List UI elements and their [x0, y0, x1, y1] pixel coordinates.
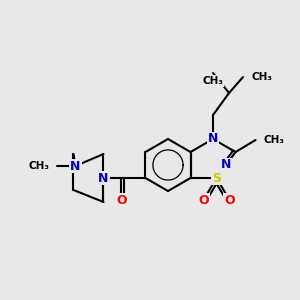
- Text: O: O: [224, 194, 235, 206]
- Text: N: N: [98, 172, 109, 184]
- Text: O: O: [198, 194, 209, 206]
- Text: CH₃: CH₃: [263, 135, 284, 145]
- Text: N: N: [221, 158, 231, 172]
- Text: CH₃: CH₃: [251, 72, 272, 82]
- Text: CH₃: CH₃: [28, 161, 50, 171]
- Text: N: N: [208, 133, 218, 146]
- Text: CH₃: CH₃: [202, 76, 224, 86]
- Text: S: S: [212, 172, 221, 184]
- Text: O: O: [116, 194, 127, 206]
- Text: N: N: [70, 160, 81, 172]
